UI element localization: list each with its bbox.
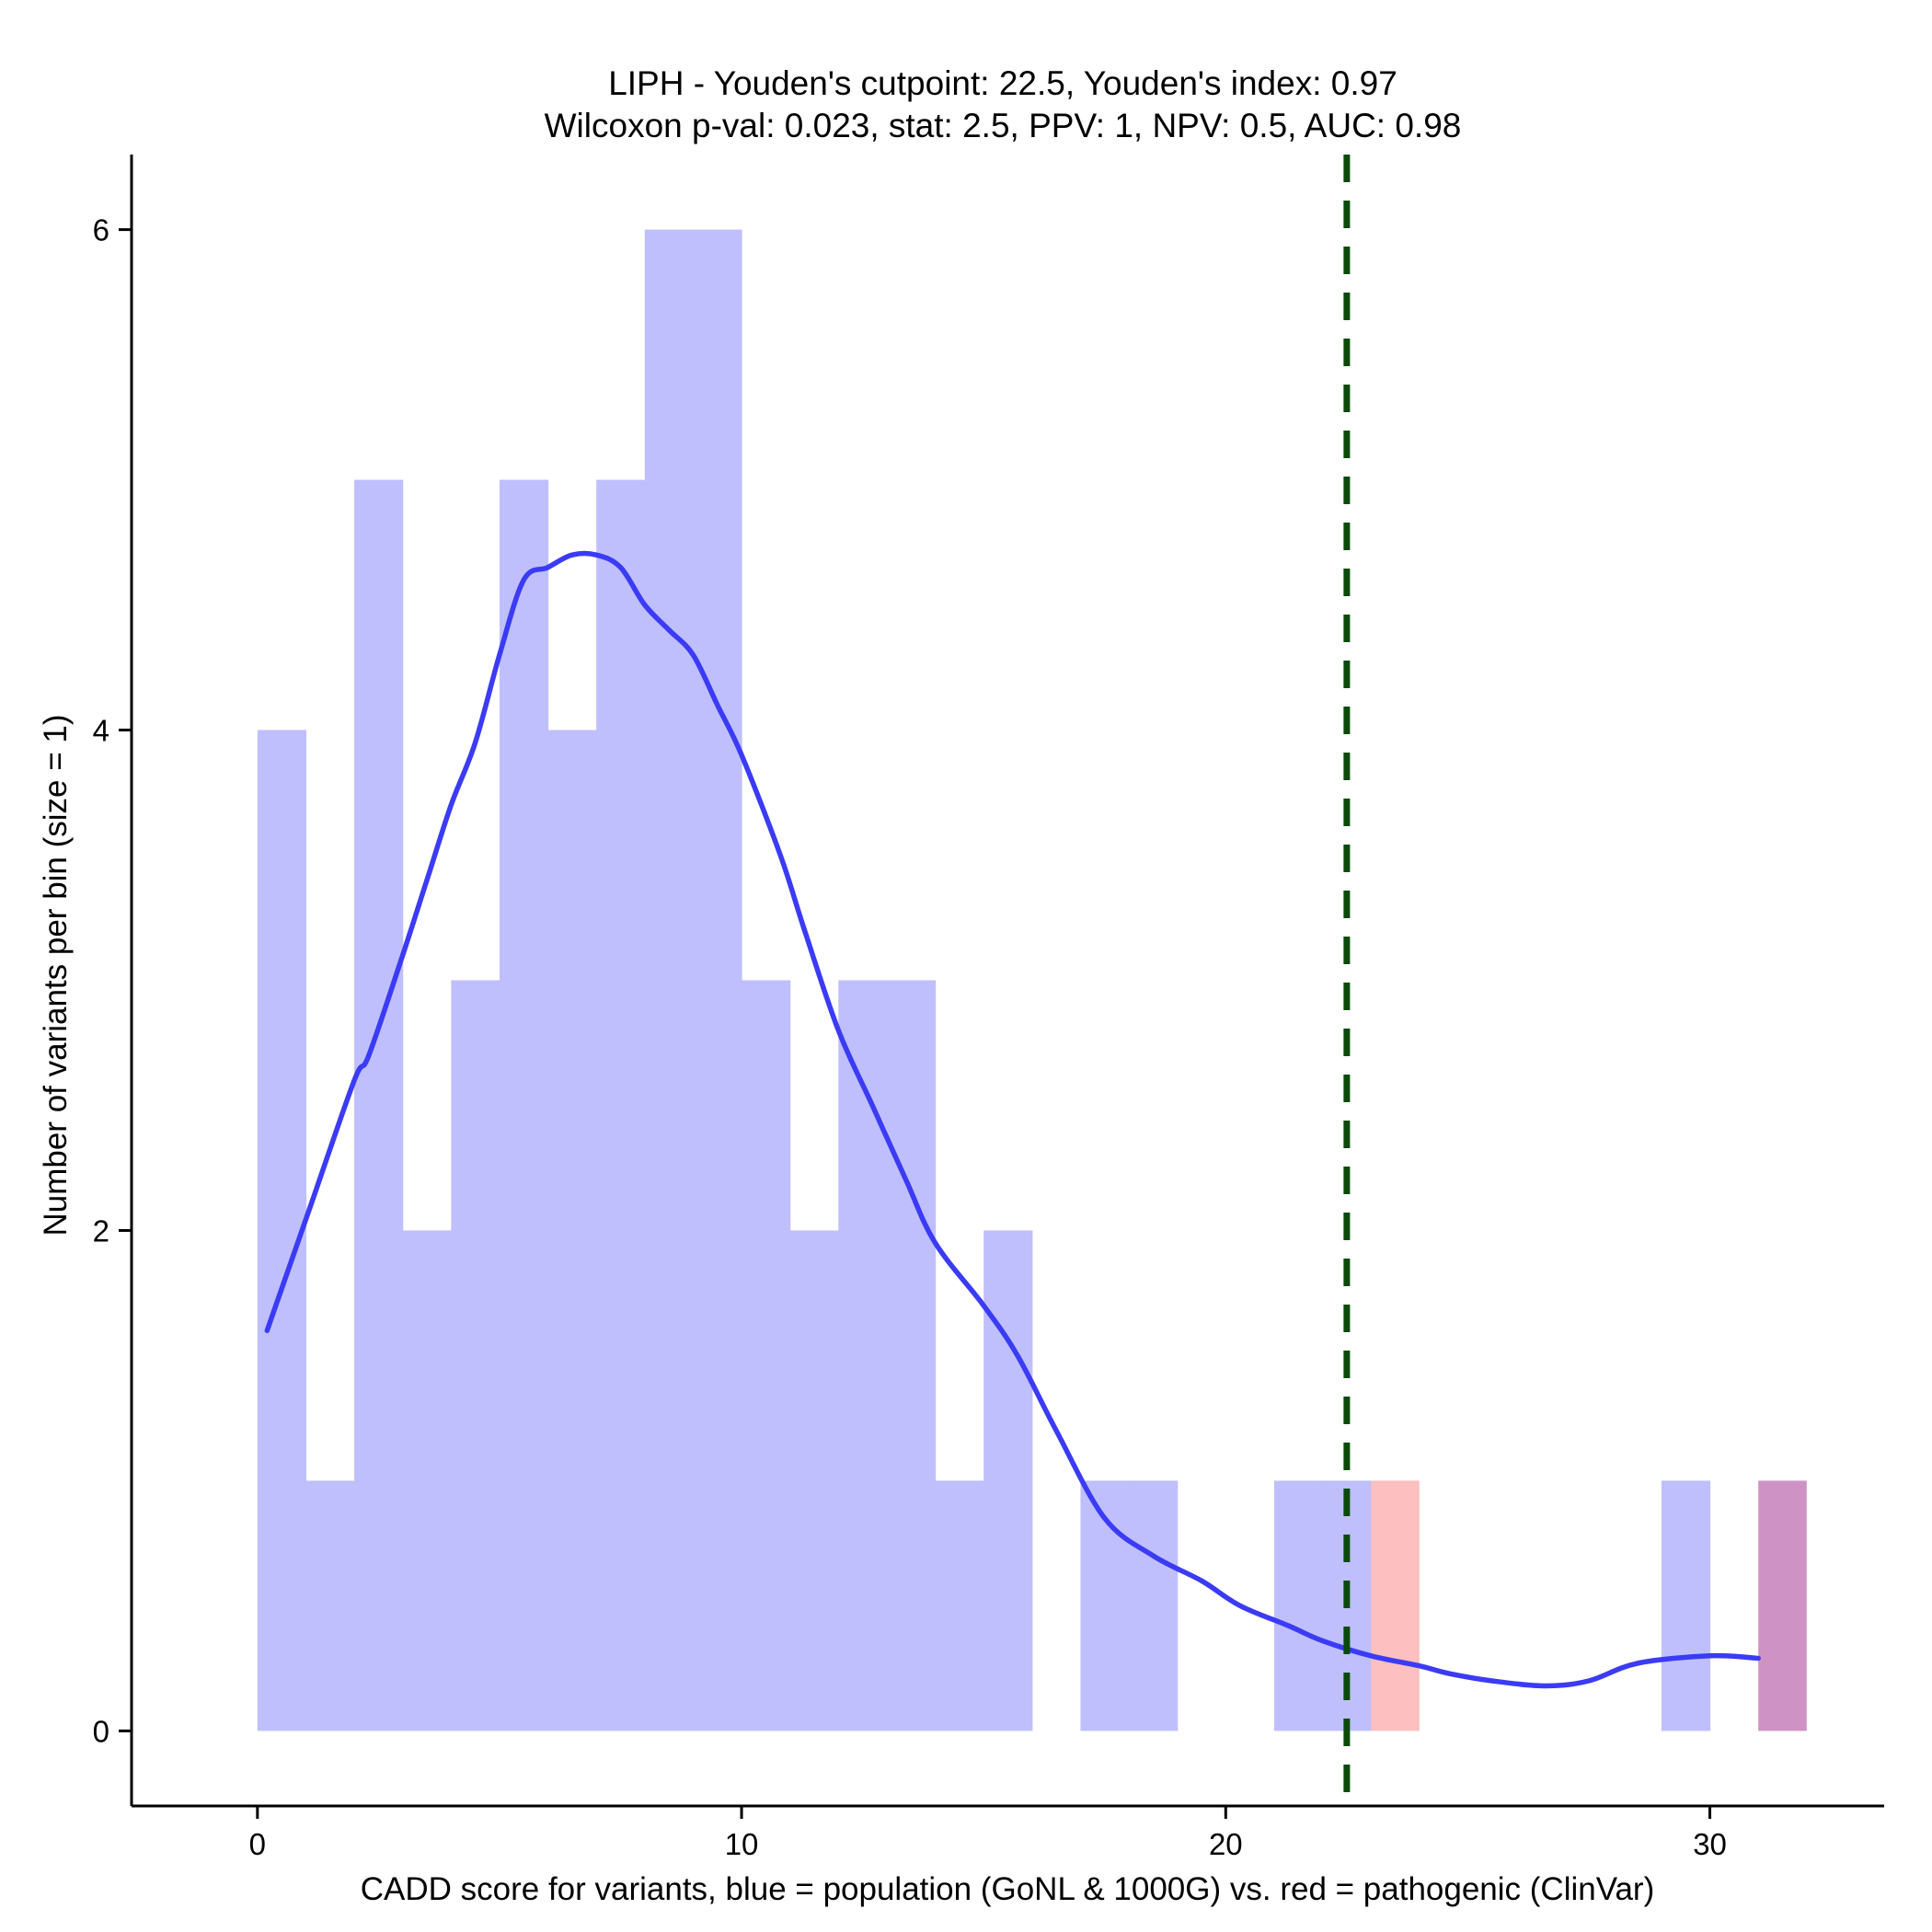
population-bar xyxy=(402,1230,452,1731)
population-bar xyxy=(693,229,742,1731)
x-axis-label: CADD score for variants, blue = populati… xyxy=(361,1871,1655,1907)
population-bar xyxy=(1129,1480,1179,1731)
x-tick-label: 20 xyxy=(1209,1827,1243,1861)
y-tick-label: 6 xyxy=(93,213,109,247)
population-bar xyxy=(789,1230,839,1731)
x-axis-ticks: 0 10 20 30 xyxy=(249,1806,1727,1861)
population-bar xyxy=(305,1480,355,1731)
overlap-bars xyxy=(1758,1480,1807,1731)
population-bar xyxy=(596,479,646,1731)
density-curve xyxy=(264,550,1761,1689)
x-tick-label: 10 xyxy=(725,1827,759,1861)
population-bar xyxy=(886,980,937,1731)
population-bar xyxy=(257,730,307,1731)
y-tick-label: 2 xyxy=(93,1213,109,1248)
population-bar xyxy=(935,1480,984,1731)
pathogenic-bars xyxy=(1371,1480,1420,1731)
population-bar xyxy=(451,980,500,1731)
population-bar xyxy=(354,479,404,1731)
x-tick-label: 30 xyxy=(1693,1827,1727,1861)
population-bar xyxy=(547,730,597,1731)
y-axis-label: Number of variants per bin (size = 1) xyxy=(38,714,74,1236)
pathogenic-bar xyxy=(1371,1480,1420,1731)
x-tick-label: 0 xyxy=(249,1827,266,1861)
population-bar xyxy=(644,229,695,1731)
chart-title-line2: Wilcoxon p-val: 0.023, stat: 2.5, PPV: 1… xyxy=(545,107,1462,144)
y-axis-ticks: 0 2 4 6 xyxy=(93,213,132,1748)
population-bar xyxy=(1273,1480,1324,1731)
population-bar xyxy=(742,980,791,1731)
population-bar xyxy=(838,980,888,1731)
chart-title-line1: LIPH - Youden's cutpoint: 22.5, Youden's… xyxy=(608,64,1397,102)
population-bar xyxy=(1661,1480,1711,1731)
population-bar xyxy=(499,479,549,1731)
y-tick-label: 0 xyxy=(93,1714,109,1748)
population-bars xyxy=(257,229,1711,1731)
population-bar xyxy=(983,1230,1033,1731)
overlap-bar xyxy=(1758,1480,1807,1731)
y-tick-label: 4 xyxy=(93,714,109,748)
